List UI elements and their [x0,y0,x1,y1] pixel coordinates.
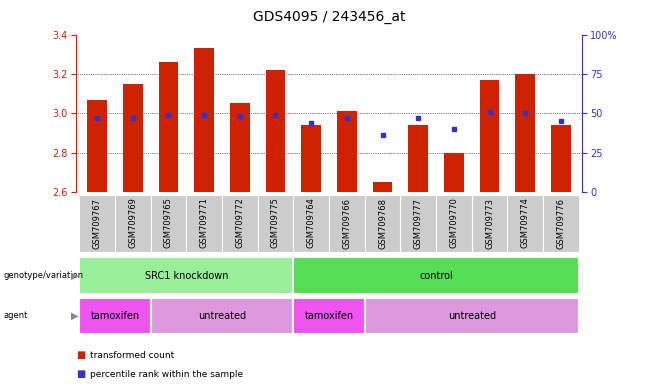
Text: untreated: untreated [198,311,246,321]
Text: GSM709775: GSM709775 [271,197,280,248]
Bar [480,80,499,192]
Text: GSM709765: GSM709765 [164,197,173,248]
Bar [79,298,151,334]
Bar [293,195,329,252]
Bar [186,195,222,252]
Bar [159,62,178,192]
Bar [551,125,570,192]
Bar [372,182,392,192]
Bar [88,99,107,192]
Text: GSM709771: GSM709771 [199,197,209,248]
Text: GSM709766: GSM709766 [342,197,351,248]
Bar [365,195,400,252]
Bar [301,125,321,192]
Text: GSM709768: GSM709768 [378,197,387,248]
Text: GSM709774: GSM709774 [520,197,530,248]
Bar [79,257,293,294]
Text: tamoxifen: tamoxifen [305,311,353,321]
Text: GSM709777: GSM709777 [414,197,422,248]
Text: percentile rank within the sample: percentile rank within the sample [90,370,243,379]
Text: SRC1 knockdown: SRC1 knockdown [145,270,228,281]
Bar [409,125,428,192]
Text: ▶: ▶ [71,270,78,281]
Bar [151,298,293,334]
Text: GSM709773: GSM709773 [485,197,494,248]
Bar [365,298,579,334]
Text: GDS4095 / 243456_at: GDS4095 / 243456_at [253,10,405,23]
Bar [472,195,507,252]
Bar [266,70,286,192]
Bar [222,195,258,252]
Bar [515,74,535,192]
Text: ■: ■ [76,350,85,360]
Bar [293,257,579,294]
Text: untreated: untreated [447,311,495,321]
Bar [337,111,357,192]
Text: GSM709770: GSM709770 [449,197,459,248]
Text: agent: agent [3,311,28,320]
Text: GSM709764: GSM709764 [307,197,316,248]
Bar [151,195,186,252]
Text: GSM709776: GSM709776 [557,197,565,248]
Bar [194,48,214,192]
Bar [507,195,543,252]
Bar [79,195,115,252]
Text: GSM709772: GSM709772 [236,197,244,248]
Bar [258,195,293,252]
Text: ■: ■ [76,369,85,379]
Text: transformed count: transformed count [90,351,174,360]
Bar [230,103,249,192]
Bar [543,195,579,252]
Bar [444,153,464,192]
Text: tamoxifen: tamoxifen [90,311,139,321]
Text: genotype/variation: genotype/variation [3,271,84,280]
Bar [329,195,365,252]
Text: ▶: ▶ [71,311,78,321]
Text: GSM709769: GSM709769 [128,197,138,248]
Bar [400,195,436,252]
Bar [115,195,151,252]
Bar [123,84,143,192]
Text: GSM709767: GSM709767 [93,197,101,248]
Text: control: control [419,270,453,281]
Bar [436,195,472,252]
Bar [293,298,365,334]
